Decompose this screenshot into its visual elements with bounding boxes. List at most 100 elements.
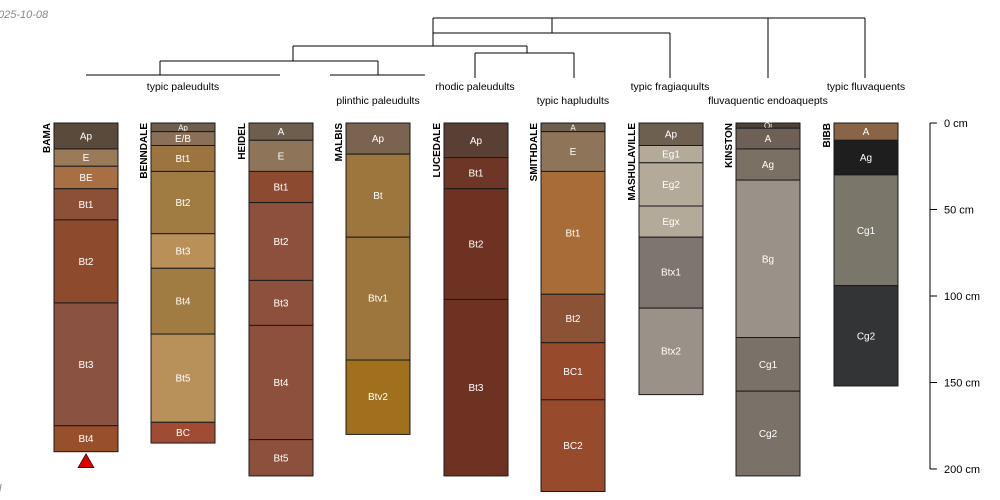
profile-kinston: Oi A Ag Bg Cg1 Cg2 KINSTON bbox=[724, 122, 801, 477]
profile-heidel: A E Bt1 Bt2 Bt3 Bt4 Bt5 HEIDEL bbox=[237, 122, 314, 477]
horizon-label: E bbox=[278, 151, 285, 162]
horizon-label: Bt1 bbox=[565, 228, 580, 239]
horizon-label: Oi bbox=[764, 122, 772, 131]
taxon-label: typic paleudults bbox=[147, 81, 219, 93]
dendrogram bbox=[86, 17, 866, 78]
taxon-label: plinthic paleudults bbox=[336, 95, 419, 107]
horizon-label: Bt4 bbox=[78, 434, 93, 445]
horizon-label: Bt4 bbox=[273, 378, 288, 389]
horizon-label: Eg1 bbox=[662, 150, 680, 161]
horizon-label: Ap bbox=[178, 123, 188, 132]
depth-tick-label: 50 cm bbox=[944, 205, 974, 217]
horizon-label: Cg1 bbox=[759, 360, 778, 371]
horizon-block bbox=[53, 219, 119, 304]
horizon-label: Eg2 bbox=[662, 180, 680, 191]
depth-tick-label: 0 cm bbox=[944, 118, 968, 130]
corner-mark: l bbox=[0, 483, 2, 495]
taxon-label: fluvaquentic endoaquepts bbox=[708, 95, 828, 107]
horizon-label: Bt2 bbox=[468, 240, 483, 251]
taxon-label: typic hapludults bbox=[537, 95, 609, 107]
horizon-block bbox=[248, 439, 314, 477]
horizon-label: E/B bbox=[175, 134, 191, 145]
taxon-label: rhodic paleudults bbox=[435, 81, 514, 93]
horizon-block bbox=[53, 188, 119, 221]
profile-name: BAMA bbox=[42, 123, 53, 153]
horizon-label: A bbox=[863, 127, 870, 138]
dendrogram-branch bbox=[432, 32, 671, 78]
horizon-label: Bt5 bbox=[175, 374, 190, 385]
horizon-label: Bt1 bbox=[468, 169, 483, 180]
profile-name: HEIDEL bbox=[237, 123, 248, 160]
horizon-block bbox=[638, 307, 704, 396]
horizon-label: Bt2 bbox=[273, 237, 288, 248]
profile-mashulaville: Ap Eg1 Eg2 Egx Btx1 Btx2 MASHULAVILLE bbox=[627, 122, 704, 396]
horizon-block bbox=[638, 236, 704, 309]
horizon-block bbox=[248, 279, 314, 326]
profile-smithdale: A E Bt1 Bt2 BC1 BC2 SMITHDALE bbox=[529, 122, 606, 492]
horizon-label: Bt2 bbox=[175, 198, 190, 209]
horizon-block bbox=[443, 122, 509, 159]
horizon-block bbox=[248, 324, 314, 441]
horizon-label: Cg1 bbox=[857, 226, 876, 237]
profile-name: MASHULAVILLE bbox=[627, 123, 638, 201]
horizon-label: Ap bbox=[665, 130, 678, 141]
horizon-label: A bbox=[278, 127, 285, 138]
horizon-block bbox=[53, 302, 119, 427]
horizon-label: Bt1 bbox=[175, 154, 190, 165]
horizon-label: Ap bbox=[470, 136, 483, 147]
profile-malbis: Ap Bt Btv1 Btv2 MALBIS bbox=[334, 122, 411, 435]
horizon-label: Btx1 bbox=[661, 268, 681, 279]
dendrogram-branch bbox=[474, 52, 575, 78]
taxon-label: typic fragiaquults bbox=[631, 81, 710, 93]
horizon-label: BC2 bbox=[563, 441, 583, 452]
horizon-label: E bbox=[570, 147, 577, 158]
horizon-label: BE bbox=[79, 173, 93, 184]
horizon-block bbox=[345, 122, 411, 155]
dendrogram-branch bbox=[767, 18, 866, 78]
horizon-label: Bt3 bbox=[78, 360, 93, 371]
horizon-label: Ag bbox=[762, 160, 774, 171]
profile-name: BIBB bbox=[822, 123, 833, 147]
horizon-label: A bbox=[765, 134, 772, 145]
horizon-block bbox=[443, 298, 509, 477]
horizon-label: Btv1 bbox=[368, 294, 388, 305]
horizon-label: E bbox=[83, 153, 90, 164]
horizon-block bbox=[833, 174, 899, 287]
horizon-block bbox=[638, 162, 704, 207]
horizon-block bbox=[540, 399, 606, 492]
horizon-block bbox=[833, 285, 899, 387]
depth-axis: 0 cm 50 cm 100 cm 150 cm 200 cm bbox=[929, 118, 980, 476]
horizon-block bbox=[150, 421, 216, 444]
horizon-label: Egx bbox=[662, 217, 679, 228]
date-stamp: 025-10-08 bbox=[0, 9, 49, 21]
taxa-labels: typic paleudults plinthic paleudults rho… bbox=[147, 81, 905, 107]
horizon-label: Cg2 bbox=[759, 429, 778, 440]
horizon-block bbox=[248, 139, 314, 172]
horizon-block bbox=[443, 157, 509, 190]
horizon-label: Bt5 bbox=[273, 453, 288, 464]
profile-bama: Ap E BE Bt1 Bt2 Bt3 Bt4 BAMA bbox=[42, 122, 119, 469]
horizon-label: Bt2 bbox=[78, 257, 93, 268]
horizon-block bbox=[540, 293, 606, 344]
horizon-label: Bt3 bbox=[468, 383, 483, 394]
horizon-block bbox=[53, 122, 119, 150]
horizon-label: Bt2 bbox=[565, 314, 580, 325]
depth-tick-label: 200 cm bbox=[944, 464, 980, 476]
horizon-block bbox=[150, 333, 216, 423]
horizon-block bbox=[540, 342, 606, 401]
profile-benndale: Ap E/B Bt1 Bt2 Bt3 Bt4 Bt5 BC BENNDALE bbox=[139, 122, 216, 444]
horizon-label: BC1 bbox=[563, 367, 583, 378]
horizon-block bbox=[53, 425, 119, 453]
profile-name: LUCEDALE bbox=[432, 123, 443, 178]
horizon-label: Bt1 bbox=[78, 200, 93, 211]
horizon-label: Ap bbox=[372, 134, 385, 145]
horizon-label: Btv2 bbox=[368, 392, 388, 403]
horizon-label: Bt3 bbox=[175, 247, 190, 258]
profile-name: BENNDALE bbox=[139, 123, 150, 179]
horizon-block bbox=[248, 202, 314, 281]
horizon-label: Ap bbox=[80, 131, 93, 142]
profile-name: SMITHDALE bbox=[529, 123, 540, 182]
horizon-block bbox=[248, 170, 314, 204]
profile-lucedale: Ap Bt1 Bt2 Bt3 LUCEDALE bbox=[432, 122, 509, 477]
horizon-block bbox=[735, 148, 801, 181]
